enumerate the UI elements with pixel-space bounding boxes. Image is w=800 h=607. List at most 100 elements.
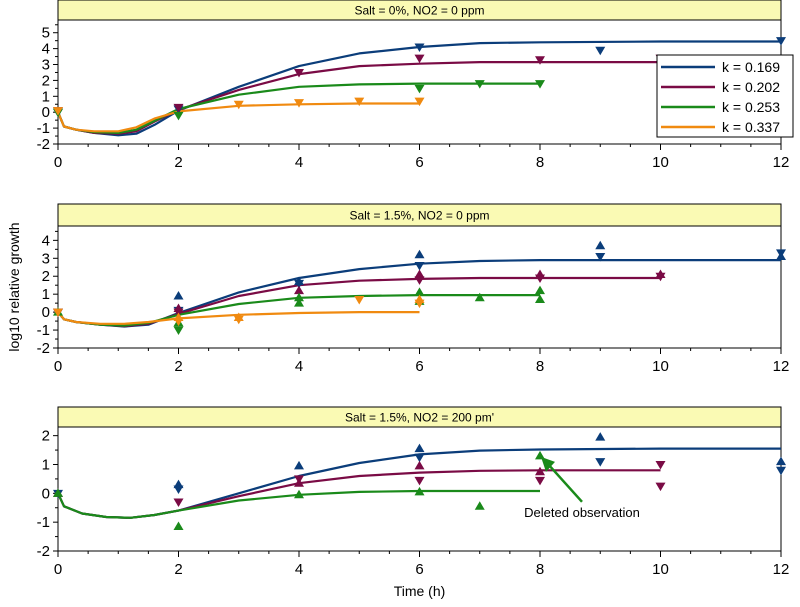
panel-2-data-point-2 [294,285,304,295]
panel-3-data-point-1 [414,453,425,463]
annotation-arrow-head [541,456,555,472]
panel-2-y-tick-label: -1 [37,322,50,339]
panel-1-data-point-2 [294,68,304,78]
panel-2-data-point-1 [776,251,786,260]
panel-2-data-point-3 [474,292,485,302]
panel-2-data-point-4 [354,296,365,305]
panel-1-data-point-3 [474,80,485,89]
panel-2-data-point-1 [414,249,425,259]
panel-1-y-tick-label: 5 [42,25,50,42]
panel-1-data-point-4 [233,100,244,110]
panel-3-y-tick-label: 0 [42,485,50,502]
panel-3-data-point-2 [535,476,545,486]
panel-1-data-point-4 [414,97,425,107]
panel-1-data-point-1 [414,43,425,53]
y-axis-title: log10 relative growth [6,222,22,351]
panel-1-x-tick-label: 0 [54,154,62,171]
panel-1-y-tick-label: 4 [42,41,50,58]
panel-3-data-point-2 [414,460,425,470]
panel-1-x-tick-label: 10 [652,154,669,171]
panel-3-x-tick-label: 6 [415,561,423,578]
panel-3-y-tick-label: 1 [42,456,50,473]
panel-2-data-point-1 [595,240,606,250]
legend-label-1: k = 0.169 [722,59,780,75]
panel-2-data-point-3 [294,292,304,302]
panel-3-data-point-1 [173,485,184,494]
panel-3-x-tick-label: 8 [536,561,544,578]
panel-2-x-tick-label: 2 [174,358,182,375]
panel-3-y-tick-label: 2 [42,428,50,445]
panel-2-x-tick-label: 0 [54,358,62,375]
panel-2-x-tick-label: 8 [536,358,544,375]
panel-2-x-tick-label: 10 [652,358,669,375]
panel-1-x-tick-label: 8 [536,154,544,171]
panel-2-data-point-4 [233,315,244,325]
panel-1-y-tick-label: -2 [37,136,50,153]
legend-box [656,54,794,138]
panel-2-y-tick-label: -2 [37,340,50,357]
panel-3-x-tick-label: 4 [295,561,303,578]
panel-2-data-point-1 [294,279,304,289]
panel-1-data-point-3 [173,111,184,121]
panel-1-title: Salt = 0%, NO2 = 0 ppm [354,4,484,18]
panel-3-data-point-1 [776,466,786,476]
panel-3-data-point-1 [294,460,304,470]
panel-3-x-tick-label: 2 [174,561,182,578]
annotation-arrow-shaft [545,461,583,503]
panel-1-data-point-1 [776,37,786,46]
panel-2-data-point-3 [173,326,184,336]
panel-3-data-point-3 [535,450,545,460]
panel-1-data-point-2 [535,56,545,65]
panel-2-data-point-1 [595,253,606,262]
panel-1-data-point-3 [414,84,425,94]
panel-3-y-tick-label: -2 [37,543,50,560]
panel-2-data-point-3 [414,287,425,296]
panel-3-data-point-2 [414,476,425,486]
panel-1-data-point-4 [294,99,304,108]
panel-2-x-tick-label: 4 [295,358,303,375]
panel-2-data-point-2 [414,269,425,278]
panel-3-data-point-2 [173,498,184,507]
panel-2-series-line-4 [57,311,420,325]
panel-1-y-tick-label: -1 [37,120,50,137]
panel-3-data-point-3 [474,501,485,510]
legend-label-3: k = 0.253 [722,99,780,115]
panel-3-data-point-2 [655,482,666,492]
panel-2-data-point-3 [535,294,545,304]
panel-3-data-point-1 [595,458,606,467]
panel-3-data-point-2 [655,460,666,470]
panel-1-data-point-3 [535,80,545,89]
panel-1-series-line-4 [56,102,420,133]
panel-2-y-tick-label: 3 [42,250,50,267]
panel-1-y-tick-label: 0 [42,104,50,121]
panel-3-data-point-1 [595,432,606,441]
panel-2-data-point-2 [535,274,545,284]
panel-3-data-point-3 [294,489,304,499]
panel-1-data-point-2 [173,103,184,113]
panel-1-x-tick-label: 6 [415,154,423,171]
x-axis-title: Time (h) [394,583,446,599]
panel-1-data-point-2 [414,54,425,64]
panel-1-data-point-4 [53,107,63,116]
panel-2-data-point-3 [535,285,545,295]
panel-2-data-point-3 [294,298,304,307]
panel-1-y-tick-label: 1 [42,88,50,105]
panel-2-data-point-1 [414,261,425,271]
panel-3-x-tick-label: 0 [54,561,62,578]
panel-1-x-tick-label: 12 [773,154,790,171]
panel-3-data-point-1 [414,443,425,453]
panel-1-y-tick-label: 3 [42,57,50,74]
panel-3-data-point-3 [414,486,425,496]
panel-2-data-point-4 [173,317,184,327]
legend-label-2: k = 0.202 [722,79,780,95]
panel-2-data-point-2 [414,276,425,285]
panel-3-title: Salt = 1.5%, NO2 = 200 pm' [345,411,494,425]
panel-3-data-point-2 [535,466,545,476]
panel-2-data-point-4 [53,308,63,318]
panel-2-y-tick-label: 4 [42,232,50,249]
panel-1-series-line-3 [56,82,540,134]
panel-2-data-point-4 [414,299,425,309]
panel-2-plot-frame [57,225,782,349]
panel-3-x-tick-label: 10 [652,561,669,578]
